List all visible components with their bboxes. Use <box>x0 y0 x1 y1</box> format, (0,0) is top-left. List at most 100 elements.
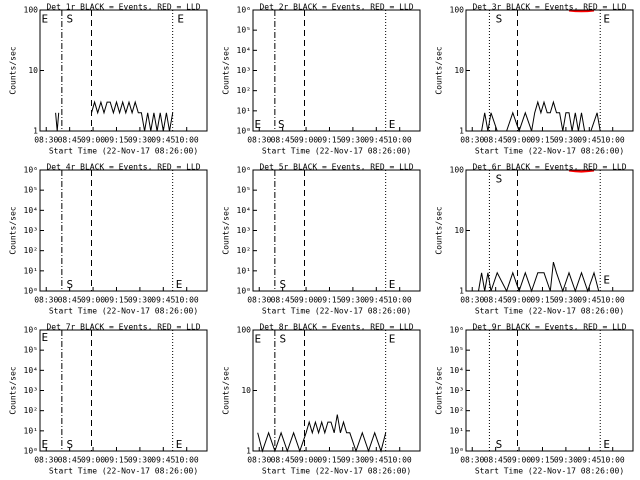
y-tick-label: 10 <box>454 66 464 75</box>
annotation: E <box>603 438 610 451</box>
y-tick-label: 10³ <box>450 386 464 395</box>
x-axis-title: Start Time (22-Nov-17 08:26:00) <box>475 147 624 156</box>
x-tick-label: 09:15 <box>317 136 341 145</box>
x-tick-label: 09:00 <box>81 296 105 305</box>
y-axis-title: Counts/sec <box>435 206 444 254</box>
x-tick-label: 09:00 <box>507 136 531 145</box>
y-tick-label: 10⁰ <box>24 447 38 456</box>
series-line <box>478 261 600 293</box>
panel-title: Det 5r BLACK = Events, RED = LLD <box>259 163 413 172</box>
annotation: E <box>42 12 49 25</box>
series-line <box>568 9 595 13</box>
y-tick-label: 10¹ <box>24 266 38 275</box>
x-tick-label: 10:00 <box>175 296 199 305</box>
plot-frame <box>465 169 634 292</box>
x-axis-title: Start Time (22-Nov-17 08:26:00) <box>262 467 411 476</box>
x-tick-label: 09:45 <box>151 456 175 465</box>
y-tick-label: 10³ <box>24 226 38 235</box>
x-tick-label: 09:45 <box>577 136 601 145</box>
y-tick-label: 1 <box>246 447 251 456</box>
y-tick-label: 10⁴ <box>24 206 38 215</box>
annotation: E <box>176 278 183 291</box>
x-tick-label: 08:30 <box>247 296 271 305</box>
y-tick-label: 10¹ <box>237 106 251 115</box>
x-axis-title: Start Time (22-Nov-17 08:26:00) <box>475 307 624 316</box>
plot-frame <box>252 329 421 452</box>
annotation: S <box>67 438 74 451</box>
plot-frame <box>39 329 208 452</box>
x-tick-label: 08:45 <box>484 296 508 305</box>
y-tick-label: 10⁶ <box>24 326 38 335</box>
series-line <box>568 169 595 173</box>
x-tick-label: 09:15 <box>317 296 341 305</box>
x-tick-label: 09:00 <box>507 456 531 465</box>
y-tick-label: 100 <box>450 6 465 15</box>
annotation: S <box>67 278 74 291</box>
x-axis-title: Start Time (22-Nov-17 08:26:00) <box>262 147 411 156</box>
x-tick-label: 08:45 <box>484 456 508 465</box>
y-axis-title: Counts/sec <box>435 366 444 414</box>
y-tick-label: 1 <box>459 127 464 136</box>
x-axis-title: Start Time (22-Nov-17 08:26:00) <box>49 467 198 476</box>
y-tick-label: 10⁴ <box>237 46 251 55</box>
x-tick-label: 09:45 <box>364 136 388 145</box>
annotation: S <box>496 172 503 185</box>
x-tick-label: 09:00 <box>507 296 531 305</box>
x-tick-label: 10:00 <box>388 456 412 465</box>
y-tick-label: 10² <box>24 406 38 415</box>
y-tick-label: 10 <box>28 66 38 75</box>
y-tick-label: 10² <box>237 86 251 95</box>
y-tick-label: 10⁴ <box>237 206 251 215</box>
x-tick-label: 10:00 <box>388 136 412 145</box>
y-tick-label: 10¹ <box>450 426 464 435</box>
annotation: E <box>603 12 610 25</box>
x-tick-label: 08:45 <box>58 296 82 305</box>
annotation: S <box>67 12 74 25</box>
x-axis-title: Start Time (22-Nov-17 08:26:00) <box>262 307 411 316</box>
x-tick-label: 09:45 <box>577 456 601 465</box>
annotation: E <box>42 438 49 451</box>
annotation: E <box>255 332 262 345</box>
y-tick-label: 10⁵ <box>237 26 251 35</box>
x-tick-label: 09:30 <box>554 456 578 465</box>
panel-title: Det 6r BLACK = Events, RED = LLD <box>472 163 626 172</box>
x-tick-label: 10:00 <box>601 456 625 465</box>
x-tick-label: 08:30 <box>247 456 271 465</box>
x-tick-label: 08:30 <box>460 296 484 305</box>
y-tick-label: 10² <box>237 246 251 255</box>
x-tick-label: 09:00 <box>81 456 105 465</box>
x-axis-title: Start Time (22-Nov-17 08:26:00) <box>49 147 198 156</box>
panel-title: Det 9r BLACK = Events, RED = LLD <box>472 323 626 332</box>
y-tick-label: 10⁰ <box>450 447 464 456</box>
x-tick-label: 08:30 <box>460 136 484 145</box>
annotation: E <box>603 273 610 286</box>
y-tick-label: 100 <box>450 166 465 175</box>
y-tick-label: 10³ <box>237 226 251 235</box>
plot-frame <box>39 169 208 292</box>
x-tick-label: 08:45 <box>271 136 295 145</box>
plot-frame <box>252 9 421 132</box>
x-tick-label: 10:00 <box>175 136 199 145</box>
annotation: S <box>496 12 503 25</box>
y-tick-label: 1 <box>33 127 38 136</box>
x-tick-label: 08:30 <box>460 456 484 465</box>
x-tick-label: 09:00 <box>81 136 105 145</box>
annotation: E <box>389 118 396 131</box>
panel-title: Det 2r BLACK = Events, RED = LLD <box>259 3 413 12</box>
series-line <box>55 100 174 132</box>
x-tick-label: 09:00 <box>294 456 318 465</box>
annotation: S <box>278 118 285 131</box>
x-tick-label: 09:30 <box>554 296 578 305</box>
annotation: E <box>42 331 49 344</box>
y-axis-title: Counts/sec <box>9 46 18 94</box>
x-tick-label: 09:45 <box>364 296 388 305</box>
y-tick-label: 10⁰ <box>237 287 251 296</box>
y-tick-label: 1 <box>459 287 464 296</box>
x-tick-label: 09:00 <box>294 296 318 305</box>
x-axis-title: Start Time (22-Nov-17 08:26:00) <box>49 307 198 316</box>
y-tick-label: 10⁵ <box>24 186 38 195</box>
y-tick-label: 100 <box>24 6 39 15</box>
x-axis-title: Start Time (22-Nov-17 08:26:00) <box>475 467 624 476</box>
x-tick-label: 09:15 <box>530 296 554 305</box>
x-tick-label: 10:00 <box>601 136 625 145</box>
